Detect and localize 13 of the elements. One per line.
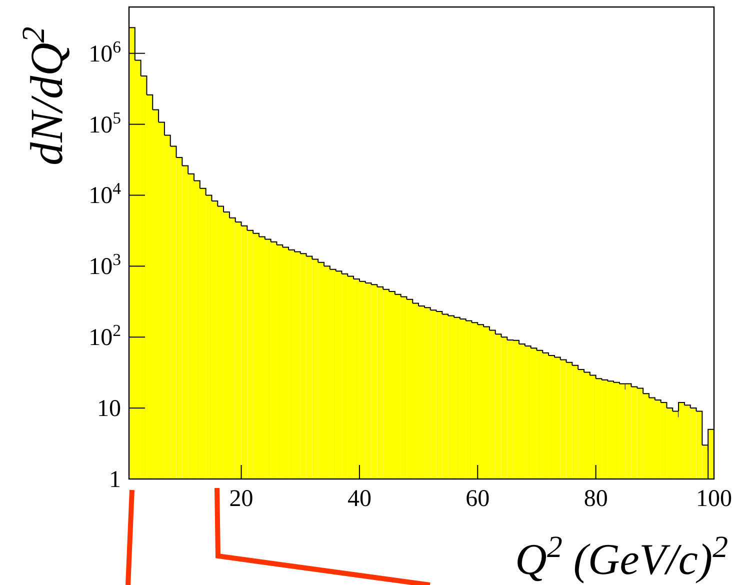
- y-tick-label: 10$^{4}$: [88, 178, 122, 210]
- x-tick-label: 20: [229, 486, 254, 512]
- x-axis-title: Q$^{2}$ (GeV/c)$^{2}$: [515, 530, 728, 584]
- x-tick-label: 100: [696, 486, 732, 512]
- x-tick-label: 60: [466, 486, 490, 512]
- y-tick-label: 10$^{6}$: [88, 36, 121, 68]
- y-tick-label: 10: [97, 396, 121, 422]
- x-tick-label: 40: [347, 486, 372, 512]
- x-tick-label: 80: [584, 486, 608, 512]
- y-tick-label: 10$^{5}$: [88, 108, 121, 138]
- y-tick-label: 1: [109, 467, 121, 493]
- y-tick-label: 10$^{2}$: [88, 320, 121, 352]
- y-tick-label: 10$^{3}$: [88, 250, 121, 280]
